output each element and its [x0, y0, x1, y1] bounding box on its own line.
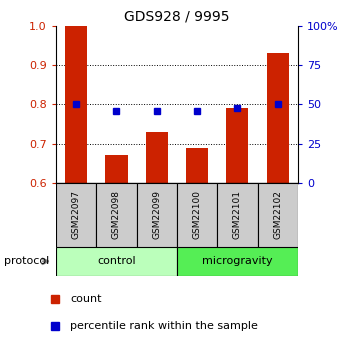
Title: GDS928 / 9995: GDS928 / 9995 [124, 9, 230, 23]
FancyBboxPatch shape [217, 183, 257, 247]
Text: GSM22097: GSM22097 [71, 190, 81, 239]
FancyBboxPatch shape [257, 183, 298, 247]
Text: protocol: protocol [4, 256, 49, 266]
Text: microgravity: microgravity [202, 256, 273, 266]
FancyBboxPatch shape [56, 183, 96, 247]
Bar [105, 155, 127, 183]
Text: percentile rank within the sample: percentile rank within the sample [70, 321, 258, 331]
FancyBboxPatch shape [136, 183, 177, 247]
Bar [186, 148, 208, 183]
Bar [65, 26, 87, 183]
Text: GSM22100: GSM22100 [192, 190, 201, 239]
Text: control: control [97, 256, 136, 266]
FancyBboxPatch shape [56, 247, 177, 276]
Bar [266, 53, 289, 183]
Text: GSM22098: GSM22098 [112, 190, 121, 239]
Text: count: count [70, 294, 102, 304]
FancyBboxPatch shape [96, 183, 136, 247]
Text: GSM22099: GSM22099 [152, 190, 161, 239]
Text: GSM22102: GSM22102 [273, 190, 282, 239]
Text: GSM22101: GSM22101 [233, 190, 242, 239]
Bar [145, 132, 168, 183]
Bar [226, 108, 248, 183]
FancyBboxPatch shape [177, 183, 217, 247]
FancyBboxPatch shape [177, 247, 298, 276]
